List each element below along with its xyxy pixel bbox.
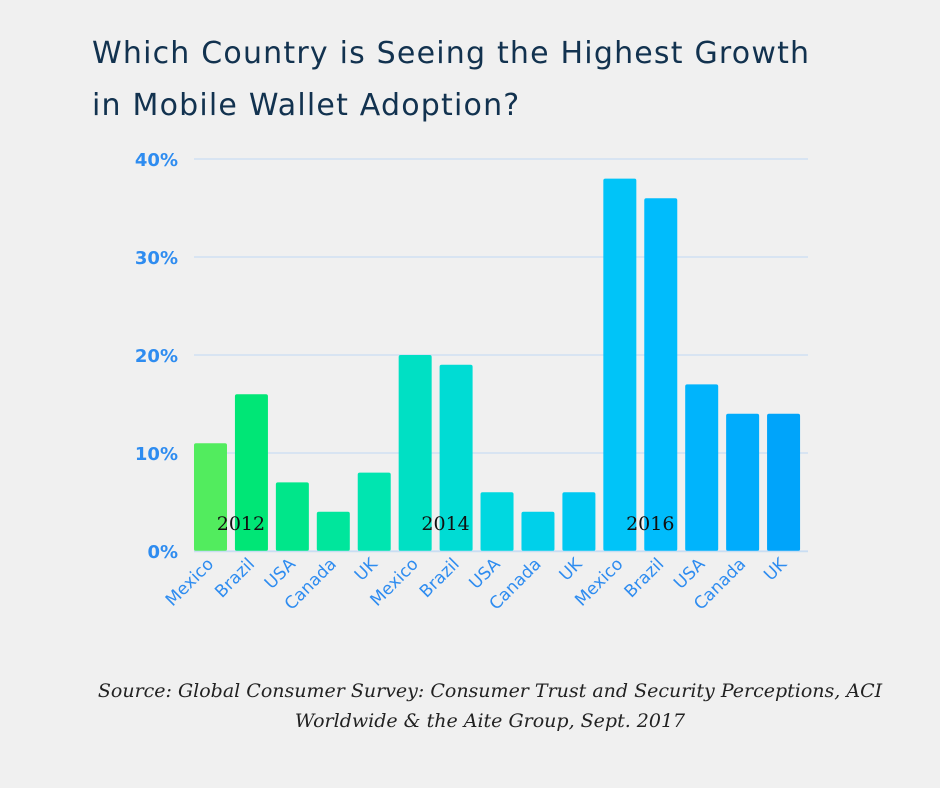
bar [603,178,637,551]
source-line-2: Worldwide & the Aite Group, Sept. 2017 [294,710,686,732]
chart-title-line-1: Which Country is Seeing the Highest Grow… [92,36,811,71]
bar [562,492,596,551]
bar [726,413,760,551]
y-tick-label: 40% [135,150,178,171]
y-tick-label: 0% [147,542,178,563]
bar [685,384,719,551]
bar [398,355,432,551]
x-tick-label: Brazil [621,554,669,602]
bar [357,472,391,551]
bar [521,511,555,551]
x-tick-label: Brazil [416,554,464,602]
bar [316,511,350,551]
y-tick-label: 20% [135,346,178,367]
source-note: Source: Global Consumer Survey: Consumer… [60,676,920,736]
chart-title-line-2: in Mobile Wallet Adoption? [92,88,521,123]
bar [480,492,514,551]
bar [275,482,309,551]
x-tick-label: UK [760,554,791,585]
year-label: 2016 [626,513,674,535]
y-tick-label: 10% [135,444,178,465]
x-tick-label: UK [556,554,587,585]
bar [194,443,227,551]
bar [644,198,678,551]
source-line-1: Source: Global Consumer Survey: Consumer… [97,680,883,702]
x-tick-label: UK [351,554,382,585]
bar [767,413,801,551]
x-tick-label: Brazil [211,554,259,602]
bar [439,364,473,551]
year-label: 2014 [421,513,469,535]
y-tick-label: 30% [135,248,178,269]
year-label: 2012 [217,513,265,535]
bar [234,394,268,551]
